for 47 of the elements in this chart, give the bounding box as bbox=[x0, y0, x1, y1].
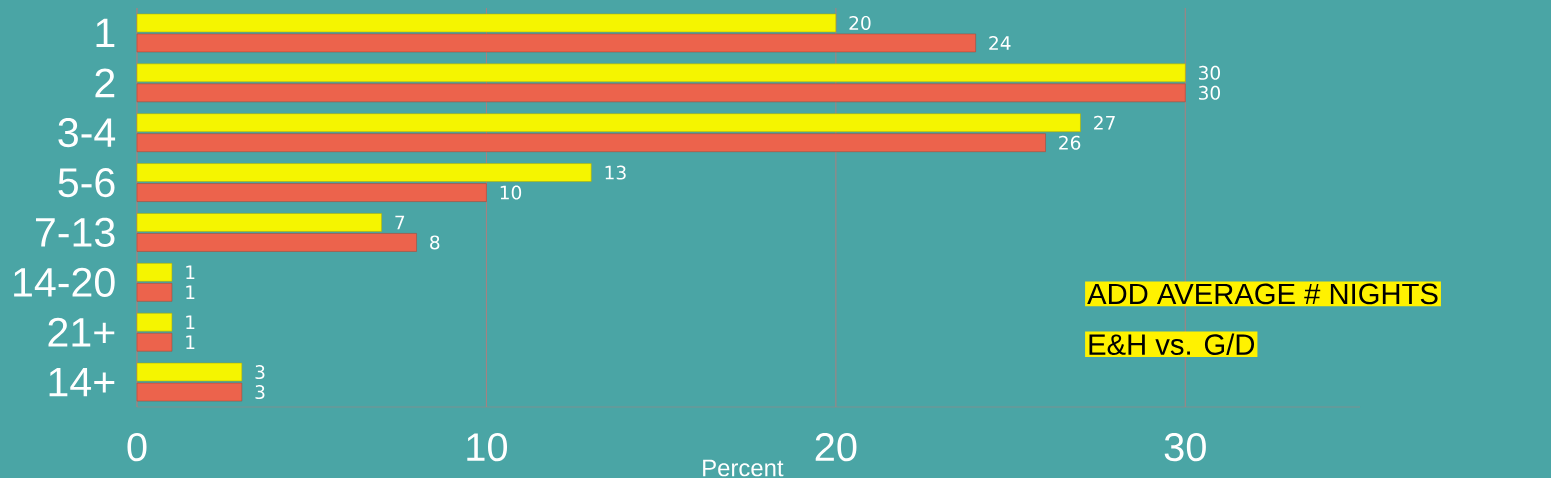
x-axis-title: Percent bbox=[703, 459, 784, 477]
bar bbox=[136, 113, 1081, 132]
data-label: 27 bbox=[1094, 115, 1115, 130]
bar bbox=[136, 63, 1186, 83]
y-tick-label: 5-6 bbox=[58, 167, 115, 198]
y-tick-label: 2 bbox=[95, 68, 115, 98]
y-tick-label: 21+ bbox=[48, 317, 115, 347]
bar bbox=[136, 233, 417, 252]
x-tick-label: 30 bbox=[1164, 433, 1206, 462]
annotation: ADD AVERAGE # NIGHTS bbox=[1087, 283, 1438, 305]
y-tick-label: 1 bbox=[96, 18, 115, 48]
data-label: 10 bbox=[500, 185, 522, 200]
data-label: 1 bbox=[186, 315, 195, 329]
data-label: 3 bbox=[255, 365, 265, 380]
bar bbox=[136, 163, 592, 182]
x-tick-label: 0 bbox=[127, 433, 147, 462]
x-tick-label: 20 bbox=[815, 433, 857, 462]
bar bbox=[136, 283, 173, 302]
data-label: 1 bbox=[186, 285, 195, 300]
y-tick-label: 3-4 bbox=[58, 118, 116, 148]
y-tick-label: 7-13 bbox=[35, 217, 115, 248]
bar bbox=[136, 83, 1186, 103]
data-label: 1 bbox=[186, 265, 195, 280]
data-label: 30 bbox=[1198, 65, 1220, 80]
bar bbox=[136, 133, 1046, 152]
bar bbox=[136, 362, 243, 382]
y-tick-label: 14-20 bbox=[14, 267, 115, 297]
bar bbox=[136, 382, 243, 402]
bar bbox=[136, 183, 487, 202]
data-label: 24 bbox=[989, 36, 1011, 50]
data-label: 30 bbox=[1198, 85, 1220, 100]
bar bbox=[136, 213, 382, 232]
data-label: 1 bbox=[186, 335, 195, 349]
data-label: 20 bbox=[849, 15, 871, 30]
x-tick-label: 10 bbox=[467, 433, 508, 462]
bar bbox=[136, 33, 976, 53]
bar bbox=[136, 13, 837, 33]
annotation: E&H vs. G/D bbox=[1089, 333, 1255, 355]
data-label: 7 bbox=[395, 215, 405, 230]
data-label: 8 bbox=[430, 235, 440, 250]
data-label: 26 bbox=[1059, 135, 1081, 150]
data-label: 13 bbox=[605, 165, 626, 180]
y-tick-label: 14+ bbox=[49, 367, 115, 397]
bar bbox=[136, 312, 173, 332]
bar bbox=[136, 332, 173, 352]
data-label: 3 bbox=[255, 385, 265, 400]
bar bbox=[136, 263, 173, 282]
